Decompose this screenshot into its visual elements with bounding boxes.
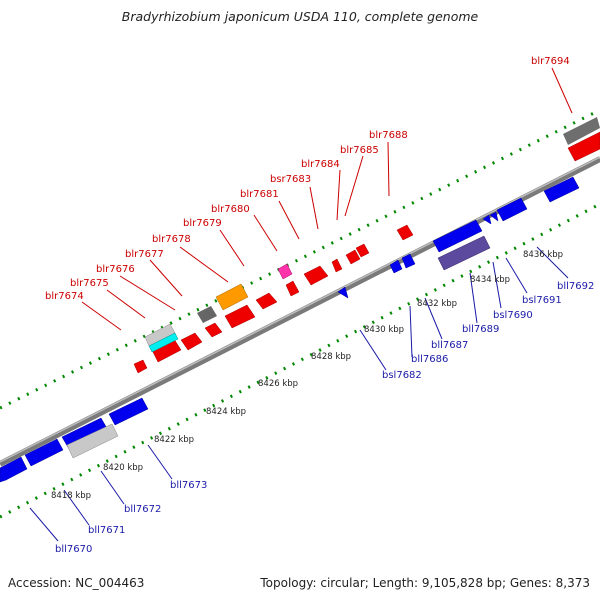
kbp-label-8422: 8422 kbp [154, 435, 194, 445]
gene-orange[interactable] [215, 283, 249, 311]
gene-purple[interactable] [437, 235, 491, 271]
label-blr7694[interactable]: blr7694 [531, 56, 570, 67]
kbp-label-8436: 8436 kbp [523, 250, 563, 260]
gene-bll7689[interactable] [432, 219, 483, 253]
gene-bsr7683[interactable] [331, 258, 343, 273]
kbp-label-8434: 8434 kbp [470, 275, 510, 285]
top-connectors [81, 67, 573, 331]
gene-blr7694[interactable] [567, 131, 600, 162]
gene-dark-gray-top[interactable] [197, 306, 217, 323]
gene-blr7684[interactable] [345, 249, 361, 265]
gene-blr7685[interactable] [355, 243, 370, 258]
label-blr7681[interactable]: blr7681 [240, 189, 279, 200]
gene-blr7676[interactable] [180, 332, 203, 351]
label-blr7688[interactable]: blr7688 [369, 130, 408, 141]
label-bsl7682[interactable]: bsl7682 [382, 370, 422, 381]
gene-light-gray-bottom[interactable] [66, 423, 119, 459]
gene-bll7670[interactable] [0, 456, 28, 483]
kbp-label-8418: 8418 kbp [51, 491, 91, 501]
label-bsl7690[interactable]: bsl7690 [493, 310, 533, 321]
gene-bsl7691[interactable] [496, 197, 528, 222]
gene-blr7677[interactable] [204, 322, 223, 338]
gene-bll7673[interactable] [108, 397, 149, 426]
gene-bll7692[interactable] [543, 176, 580, 203]
label-blr7674[interactable]: blr7674 [45, 291, 84, 302]
gene-bll7687[interactable] [401, 253, 416, 269]
gene-blr7679[interactable] [255, 292, 278, 310]
label-bll7671[interactable]: bll7671 [88, 525, 125, 536]
label-blr7677[interactable]: blr7677 [125, 249, 164, 260]
gene-blr7678[interactable] [224, 304, 256, 329]
label-bll7670[interactable]: bll7670 [55, 544, 92, 555]
label-bll7686[interactable]: bll7686 [411, 354, 448, 365]
kbp-label-8424: 8424 kbp [206, 407, 246, 417]
kbp-label-8430: 8430 kbp [364, 325, 404, 335]
gene-bsl7682[interactable] [337, 286, 349, 299]
gene-gray-right[interactable] [563, 117, 600, 145]
gene-blr7680[interactable] [285, 280, 300, 297]
gene-bsl7690b[interactable] [489, 211, 499, 222]
gene-blr7681[interactable] [303, 265, 329, 286]
label-bll7687[interactable]: bll7687 [431, 340, 468, 351]
forward-genes [133, 131, 600, 374]
gene-bll7686[interactable] [389, 259, 403, 274]
upper-tick-track [0, 108, 600, 410]
gene-blr7688[interactable] [396, 224, 414, 241]
label-blr7675[interactable]: blr7675 [70, 278, 109, 289]
label-blr7680[interactable]: blr7680 [211, 204, 250, 215]
kbp-label-8420: 8420 kbp [103, 463, 143, 473]
reverse-genes [0, 176, 580, 483]
kbp-label-8428: 8428 kbp [311, 352, 351, 362]
gene-bsl7690[interactable] [482, 214, 492, 225]
gene-blr7674[interactable] [133, 359, 148, 374]
kbp-label-8426: 8426 kbp [258, 379, 298, 389]
label-bll7689[interactable]: bll7689 [462, 324, 499, 335]
label-bll7672[interactable]: bll7672 [124, 504, 161, 515]
label-bsl7691[interactable]: bsl7691 [522, 295, 562, 306]
label-bll7692[interactable]: bll7692 [557, 281, 594, 292]
label-bll7673[interactable]: bll7673 [170, 480, 207, 491]
label-blr7684[interactable]: blr7684 [301, 159, 340, 170]
label-blr7678[interactable]: blr7678 [152, 234, 191, 245]
label-blr7676[interactable]: blr7676 [96, 264, 135, 275]
gene-cyan[interactable] [148, 332, 179, 353]
label-blr7685[interactable]: blr7685 [340, 145, 379, 156]
page-title: Bradyrhizobium japonicum USDA 110, compl… [121, 9, 479, 24]
gene-bll7671[interactable] [24, 438, 64, 467]
gene-magenta[interactable] [277, 263, 293, 280]
label-blr7679[interactable]: blr7679 [183, 218, 222, 229]
label-bsr7683[interactable]: bsr7683 [270, 174, 311, 185]
accession-text: Accession: NC_004463 [8, 576, 145, 590]
genome-summary-text: Topology: circular; Length: 9,105,828 bp… [260, 576, 590, 590]
kbp-label-8432: 8432 kbp [417, 299, 457, 309]
bottom-connectors [29, 246, 569, 542]
lower-tick-track [0, 202, 600, 519]
